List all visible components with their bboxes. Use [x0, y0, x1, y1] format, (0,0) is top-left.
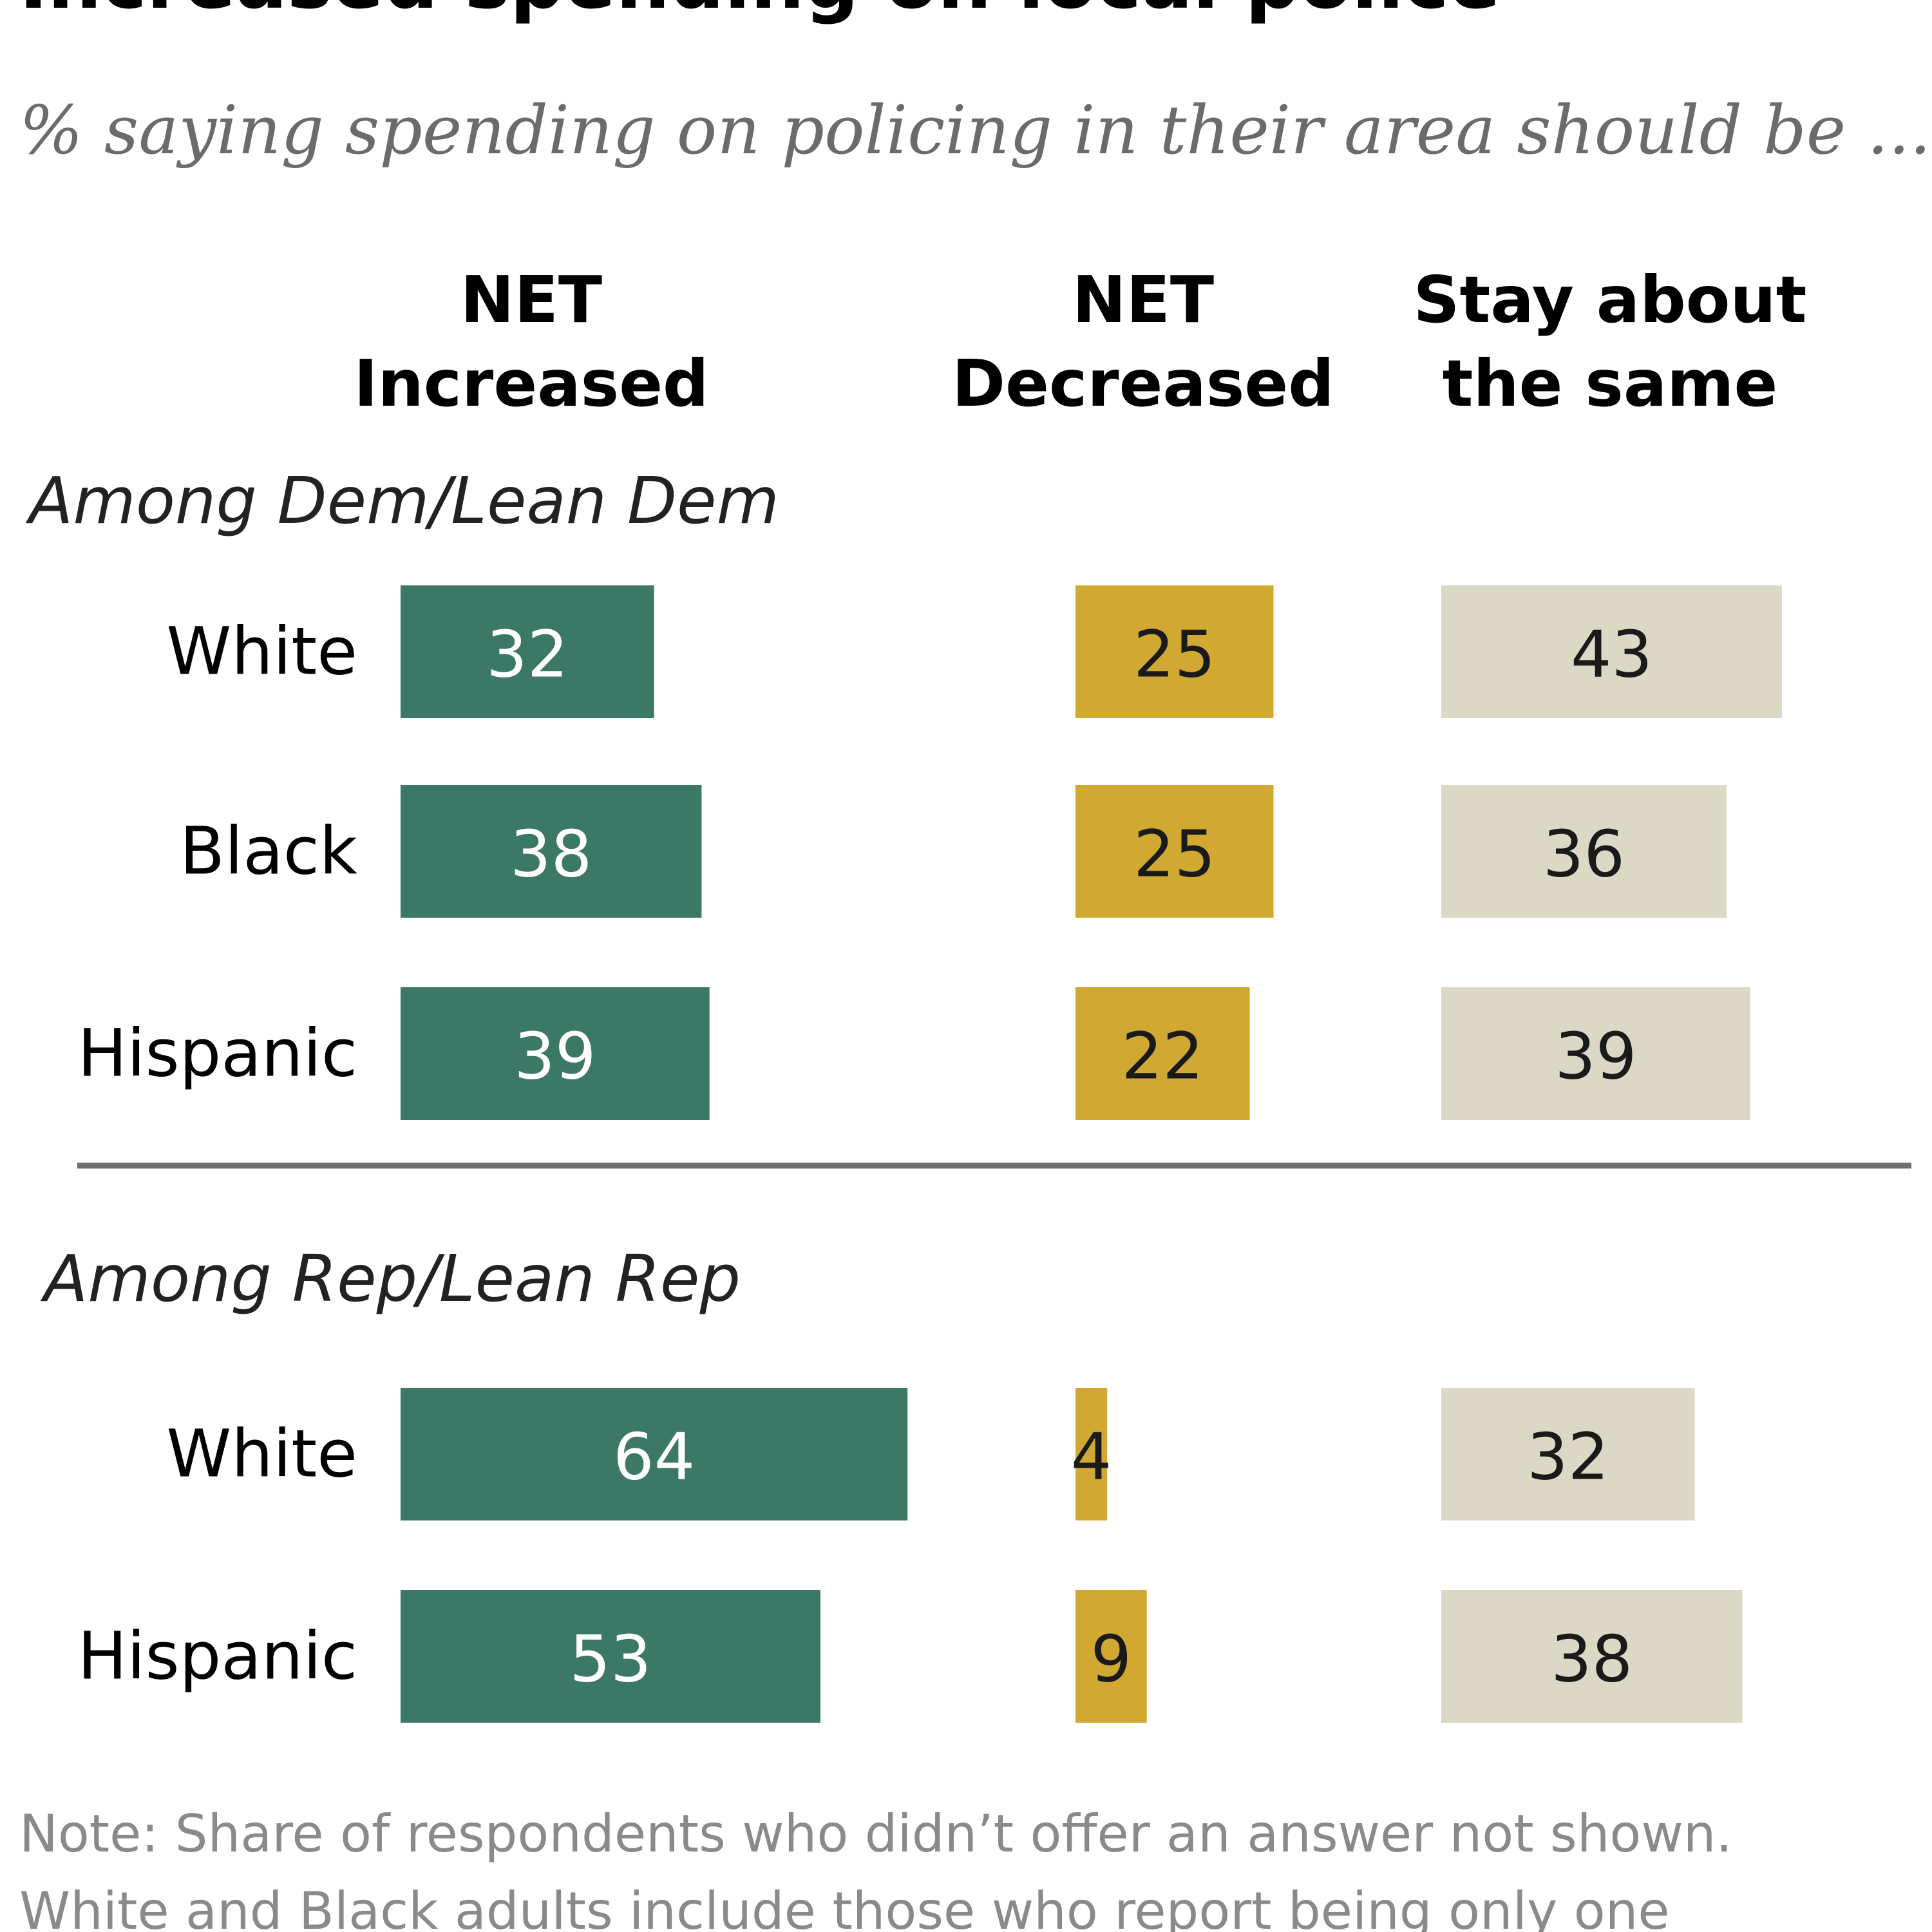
bar-decreased-dem-white	[1075, 585, 1274, 718]
bar-same-rep-white	[1441, 1388, 1695, 1520]
bar-decreased-dem-black	[1075, 785, 1274, 918]
value-label-decreased-dem-white: 25	[1133, 617, 1215, 692]
value-label-same-rep-hispanic: 38	[1551, 1622, 1633, 1697]
bar-increased-rep-hispanic	[401, 1590, 820, 1723]
row-label-rep-white: White	[166, 1416, 357, 1493]
value-label-same-dem-hispanic: 39	[1555, 1019, 1636, 1094]
value-label-decreased-rep-white: 4	[1071, 1419, 1112, 1495]
note-line-1: Note: Share of respondents who didn’t of…	[19, 1804, 1732, 1864]
value-label-increased-dem-hispanic: 39	[514, 1019, 596, 1094]
bar-increased-dem-hispanic	[401, 987, 710, 1120]
bar-decreased-rep-hispanic	[1075, 1590, 1147, 1723]
value-label-increased-dem-white: 32	[486, 617, 568, 692]
value-label-increased-rep-white: 64	[613, 1419, 695, 1495]
value-label-decreased-dem-hispanic: 22	[1122, 1019, 1204, 1094]
bar-same-dem-hispanic	[1441, 987, 1750, 1120]
value-label-same-dem-black: 36	[1543, 817, 1625, 892]
bar-increased-rep-white	[401, 1388, 908, 1520]
chart-title: Increased spending on local police	[19, 0, 1501, 26]
row-label-dem-hispanic: Hispanic	[78, 1016, 358, 1092]
group-label-rep: Among Rep/Lean Rep	[40, 1241, 741, 1316]
value-label-increased-rep-hispanic: 53	[569, 1622, 651, 1697]
header-decreased-line1: NET	[1072, 262, 1214, 337]
bar-increased-dem-black	[401, 785, 702, 918]
bar-same-dem-white	[1441, 585, 1782, 718]
value-label-decreased-dem-black: 25	[1133, 817, 1215, 892]
note-line-2: White and Black adults include those who…	[19, 1881, 1670, 1932]
header-increased-line2: Increased	[354, 346, 708, 421]
bar-same-dem-black	[1441, 785, 1727, 918]
bars-layer: White 32 25 43 Black 38 25 36 Hispanic 39 22 39 Whit…	[78, 585, 1782, 1723]
value-label-same-dem-white: 43	[1571, 617, 1653, 692]
value-label-decreased-rep-hispanic: 9	[1091, 1622, 1132, 1697]
header-same-line1: Stay about	[1414, 262, 1807, 337]
row-label-rep-hispanic: Hispanic	[78, 1618, 358, 1695]
header-decreased-line2: Decreased	[952, 346, 1334, 421]
value-label-same-rep-white: 32	[1527, 1419, 1609, 1495]
row-label-dem-black: Black	[180, 813, 357, 890]
group-label-dem: Among Dem/Lean Dem	[25, 463, 779, 538]
bar-increased-dem-white	[401, 585, 654, 718]
header-same-line2: the same	[1443, 346, 1778, 421]
bar-decreased-dem-hispanic	[1075, 987, 1250, 1120]
value-label-increased-dem-black: 38	[510, 817, 592, 892]
row-label-dem-white: White	[166, 614, 357, 690]
header-increased-line1: NET	[460, 262, 602, 337]
bar-decreased-rep-white	[1075, 1388, 1108, 1520]
bar-same-rep-hispanic	[1441, 1590, 1743, 1723]
chart-subtitle: % saying spending on policing in their a…	[19, 91, 1931, 169]
